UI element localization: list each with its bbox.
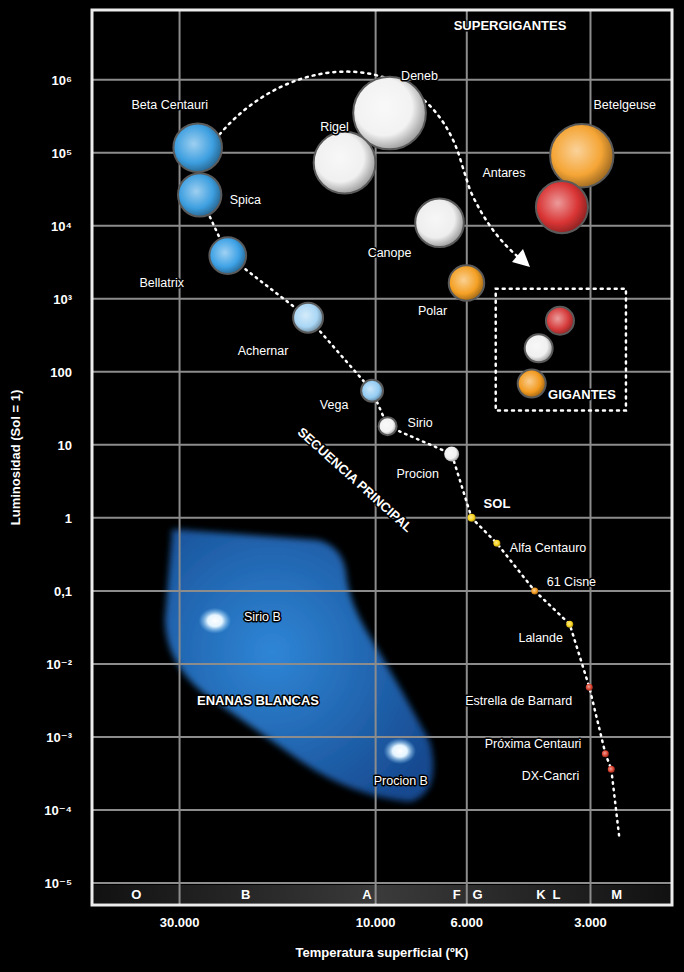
star [493,540,500,547]
star [173,123,222,172]
star-label: Bellatrix [140,276,185,290]
x-grid-line [466,10,468,905]
star-label: DX-Cancri [522,769,580,783]
spectral-class: A [362,887,372,902]
star [566,621,573,628]
x-tick-label: 30.000 [160,915,200,930]
y-tick-label: 10⁻³ [46,730,72,745]
spectral-class: G [472,887,482,902]
region-label: GIGANTES [548,387,616,402]
star [546,307,574,335]
spectral-class: B [241,887,250,902]
star [536,181,588,233]
star [525,334,553,362]
star [608,766,615,773]
star [586,684,593,691]
y-tick-label: 10⁶ [52,73,72,88]
white-dwarf-star [384,738,417,764]
star-label: 61 Cisne [547,575,596,589]
star [178,173,221,216]
star [449,265,484,300]
y-tick-label: 10⁵ [51,146,72,161]
star [531,587,538,594]
star-label: Polar [418,304,447,318]
star-label: Procion [396,467,438,481]
main-sequence-line [198,148,612,770]
star-label: Canope [368,246,412,260]
y-tick-label: 10 [58,438,72,453]
star-label: Sirio B [244,610,281,624]
star-label: Vega [320,398,349,412]
y-tick-label: 10⁴ [51,219,72,234]
star-label: Beta Centauri [131,98,207,112]
y-tick-label: 10⁻⁴ [44,803,72,818]
star [518,370,546,398]
y-tick-label: 100 [50,365,72,380]
background [0,0,684,972]
star-label: Alfa Centauro [510,541,586,555]
y-tick-label: 10⁻² [46,657,72,672]
star-label: SOL [484,496,511,511]
star [468,514,476,522]
white-dwarf-region [165,530,433,803]
star-label: Próxima Centauri [485,737,582,751]
x-tick-label: 6.000 [451,915,484,930]
region-label: SUPERGIGANTES [454,18,567,33]
star-label: Sirio [408,416,433,430]
star-label: Betelgeuse [593,98,656,112]
star-label: Lalande [518,631,563,645]
star [550,124,613,187]
y-tick-label: 10⁻⁵ [45,876,72,891]
marks [173,72,619,838]
star [314,132,376,194]
star-label: Antares [482,166,525,180]
main-sequence-tail [611,769,619,837]
star-label: Estrella de Barnard [465,694,572,708]
hr-diagram: OBAFGKLMSUPERGIGANTESSECUENCIA PRINCIPAL… [0,0,684,972]
spectral-class: M [611,887,622,902]
white-dwarf-star [199,608,232,634]
star [602,750,609,757]
x-tick-label: 3.000 [574,915,607,930]
star-label: Rigel [320,120,349,134]
star-label: Deneb [401,69,438,83]
star [415,198,464,247]
plot-frame [92,10,672,905]
star [209,237,246,274]
star-label: Procion B [374,774,428,788]
y-tick-label: 0,1 [54,584,72,599]
spectral-class: L [552,887,560,902]
giants-box [496,289,626,411]
x-axis-title: Temperatura superficial (ºK) [296,945,469,960]
region-label: ENANAS BLANCAS [197,693,319,708]
spectral-class: O [131,887,141,902]
star-label: Achernar [238,344,289,358]
arrow-head [512,249,530,267]
y-tick-label: 1 [65,511,72,526]
star [379,417,397,435]
star [293,303,323,333]
evolution-arrow [215,72,522,260]
star [361,380,383,402]
y-tick-label: 10³ [53,292,72,307]
spectral-class: F [453,887,461,902]
star [444,446,459,461]
x-tick-label: 10.000 [356,915,396,930]
star-label: Spica [230,193,261,207]
y-axis-title: Luminosidad (Sol = 1) [8,390,23,525]
spectral-class: K [536,887,546,902]
